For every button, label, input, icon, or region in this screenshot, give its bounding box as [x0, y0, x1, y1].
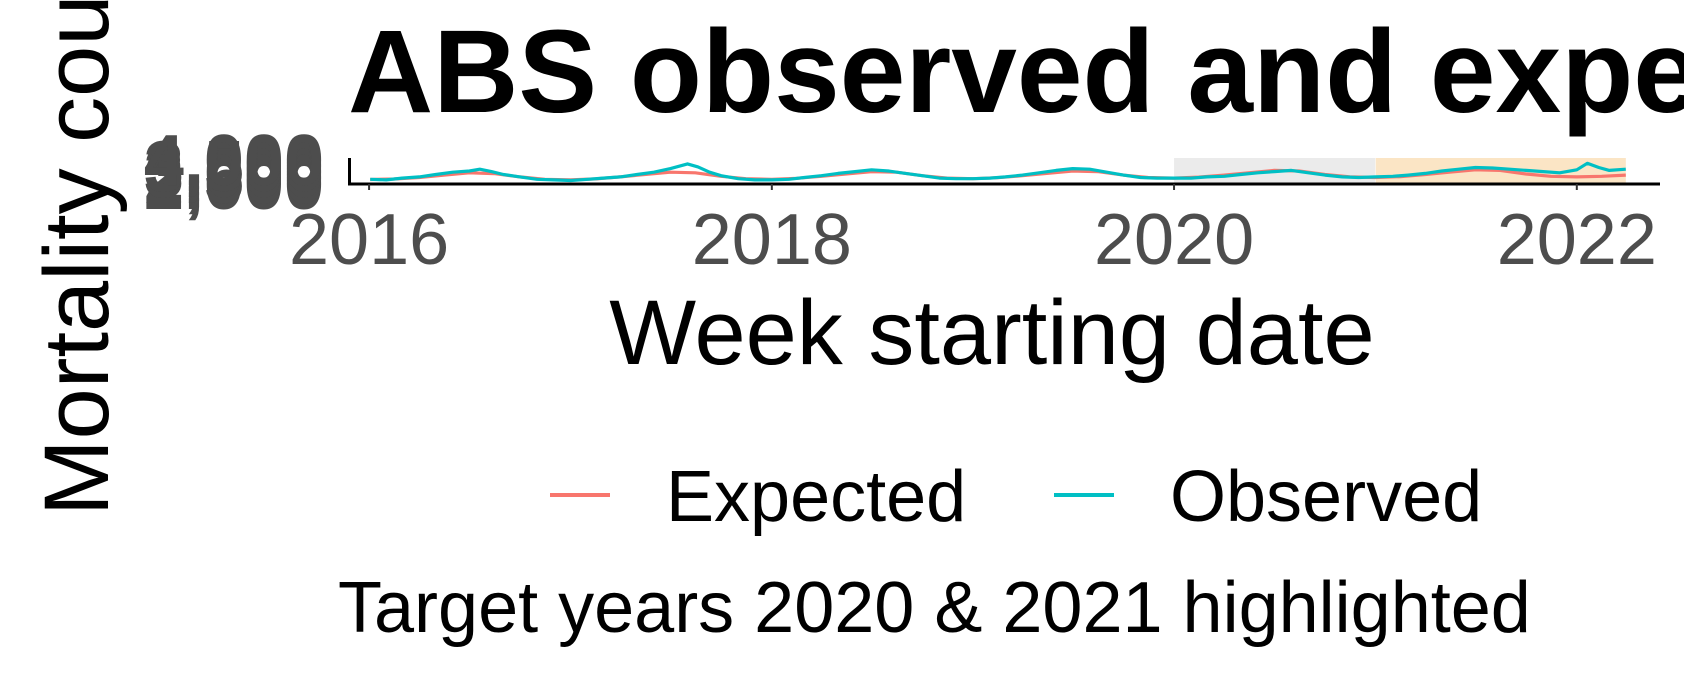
x-tick-label-2018: 2018 [692, 200, 852, 280]
y-tick-label-3500: 3,500 [144, 127, 324, 207]
y-tick-label-4000: 4,000 [144, 121, 324, 201]
x-axis-label: Week starting date [609, 282, 1374, 384]
highlight-regions [1174, 158, 1626, 184]
y-tick-label-2000: 2,000 [144, 145, 324, 225]
legend-label-observed: Observed [1170, 457, 1482, 537]
x-tick-label-2022: 2022 [1497, 200, 1657, 280]
x-tick-label-2016: 2016 [289, 200, 449, 280]
y-axis-label: Mortality count [26, 0, 128, 516]
y-tick-label-2500: 2,500 [144, 139, 324, 219]
legend-label-expected: Expected [666, 457, 966, 537]
series-line-observed [370, 161, 1626, 183]
chart-title: ABS observed and expected [348, 6, 1684, 138]
chart-caption: Target years 2020 & 2021 highlighted [338, 568, 1531, 648]
legend: Expected Observed [550, 457, 1482, 537]
x-tick-label-2020: 2020 [1094, 200, 1254, 280]
plot-area [348, 158, 1660, 186]
series-lines [370, 161, 1626, 183]
x-ticks: 2016 2018 2020 2022 [289, 184, 1657, 280]
y-tick-label-3000: 3,000 [144, 133, 324, 213]
